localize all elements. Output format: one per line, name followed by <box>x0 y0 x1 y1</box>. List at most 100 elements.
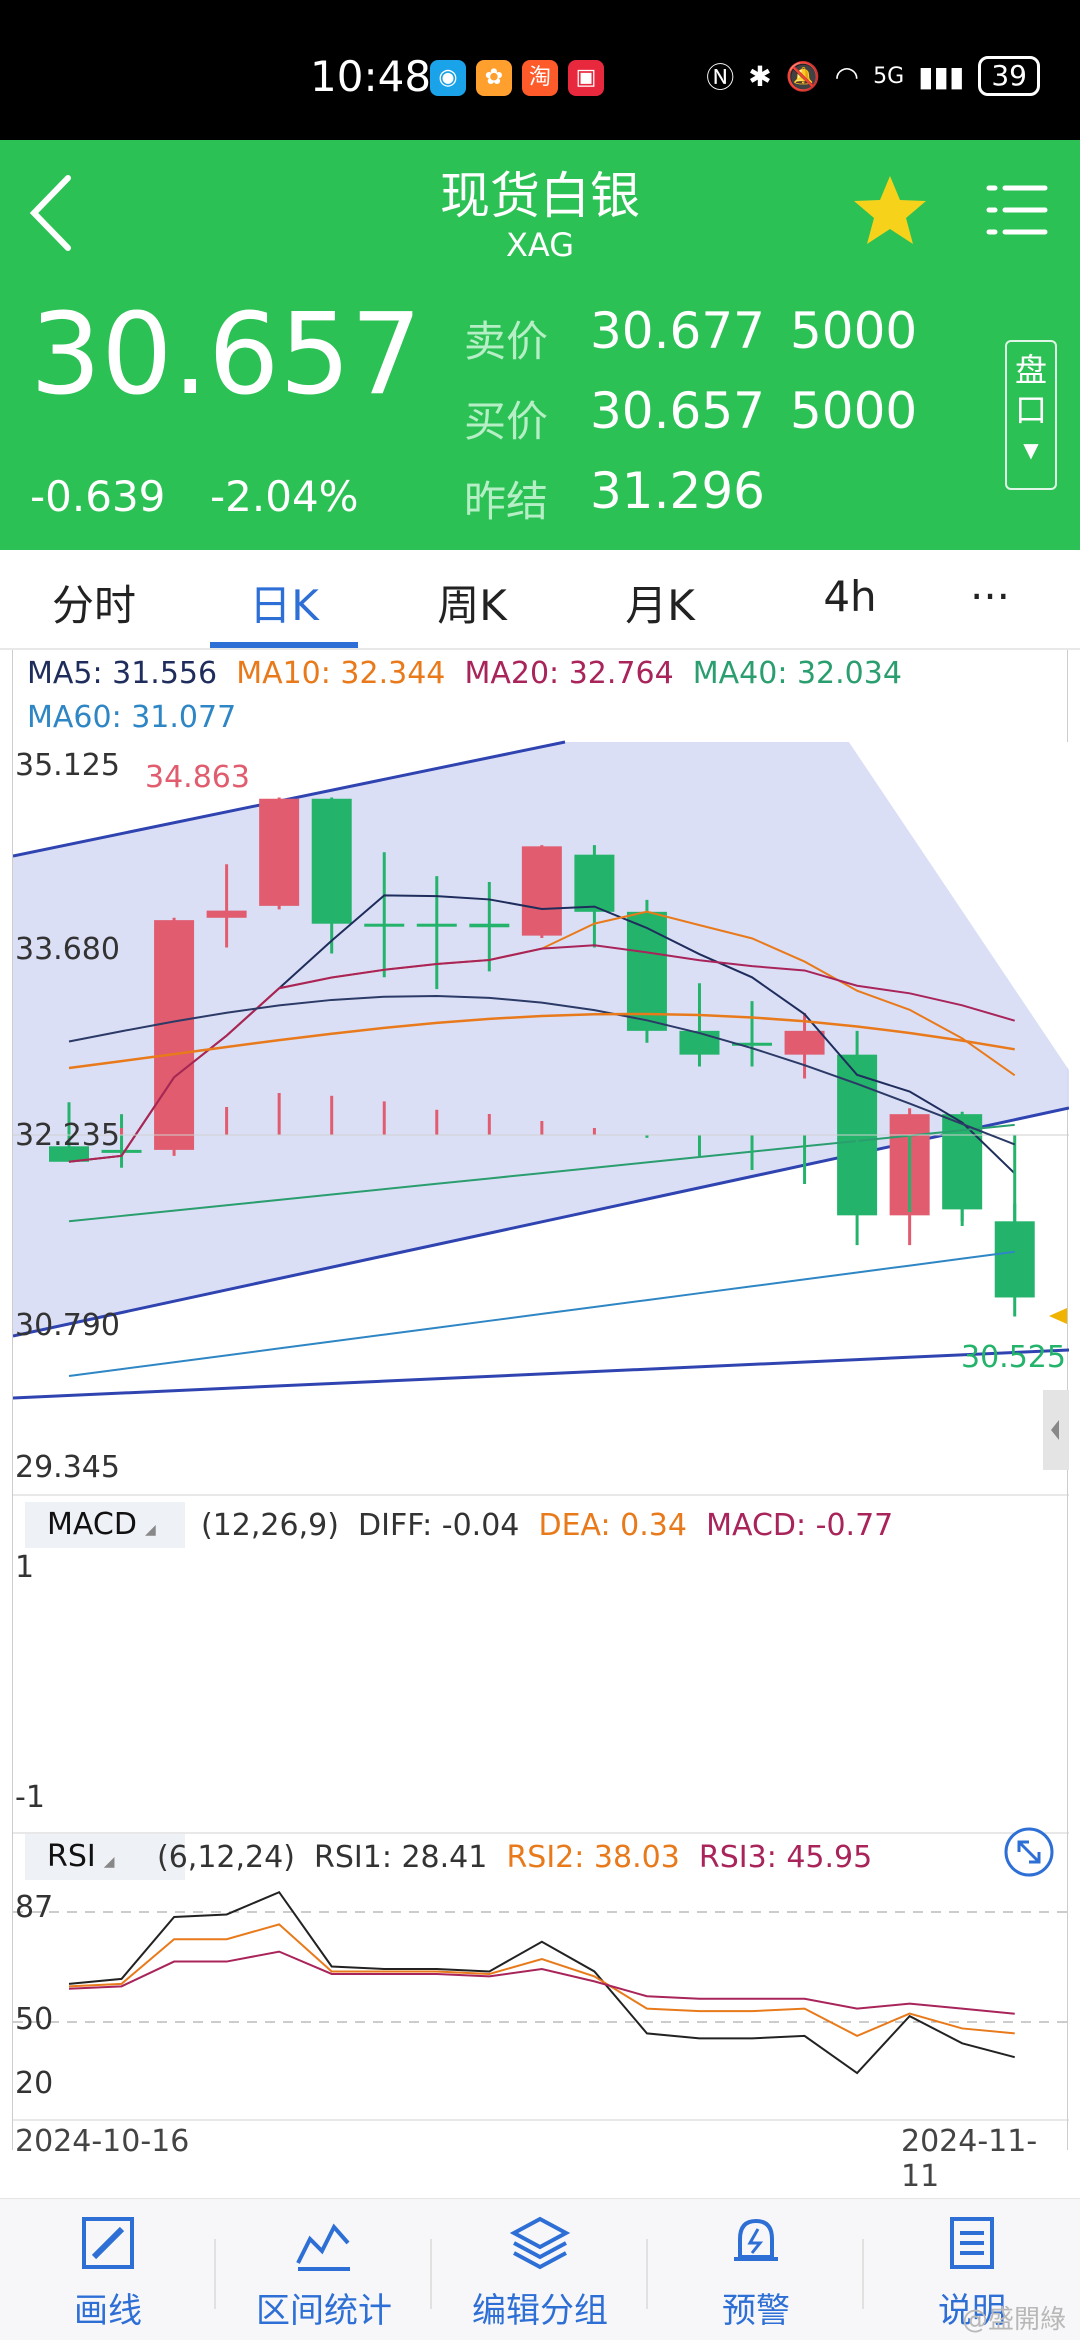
bluetooth-icon: ✱ <box>748 59 772 93</box>
macd-selector[interactable]: MACD ◢ <box>25 1502 185 1548</box>
instrument-symbol: XAG <box>505 226 575 264</box>
macd-params-row: (12,26,9) DIFF: -0.04 DEA: 0.34 MACD: -0… <box>201 1508 893 1543</box>
draw-line-label: 画线 <box>74 2291 142 2331</box>
tab-intraday[interactable]: 分时 <box>51 581 136 630</box>
chart-area[interactable]: MA5: 31.556 MA10: 32.344 MA20: 32.764 MA… <box>12 650 1069 2194</box>
last-price-marker-icon <box>1049 1308 1067 1324</box>
axis-label-high: 35.125 <box>15 748 120 783</box>
rsi2-line <box>68 1923 1015 2037</box>
rsi-selector[interactable]: RSI ◢ <box>25 1834 185 1880</box>
axis-label-4: 30.790 <box>15 1308 120 1343</box>
price-change-percent: -2.04% <box>210 472 359 521</box>
candle-body <box>626 911 667 1031</box>
candle-body <box>679 1030 720 1055</box>
macd-value: MACD: -0.77 <box>706 1508 894 1543</box>
candle-body <box>206 910 247 918</box>
mute-icon: 🔕 <box>785 59 821 93</box>
ma-legend-row-1: MA5: 31.556 MA10: 32.344 MA20: 32.764 MA… <box>27 656 902 691</box>
bell-icon <box>734 2218 778 2261</box>
macd-diff-line <box>68 994 1016 1146</box>
ma-legend-row-2: MA60: 31.077 <box>27 700 236 735</box>
draw-line-button[interactable]: 画线 <box>8 2213 208 2332</box>
chevron-left-icon <box>1051 1420 1059 1440</box>
status-right: Ⓝ ✱ 🔕 ◠ 5G ▮▮▮ 39 <box>706 56 1040 96</box>
kline-chart[interactable] <box>13 650 1069 2150</box>
taobao-icon: 淘 <box>522 60 558 96</box>
tab-weekly-k[interactable]: 周K <box>437 581 507 630</box>
menu-icon[interactable] <box>985 180 1049 240</box>
buy-quantity: 5000 <box>790 382 918 440</box>
rsi-params: (6,12,24) <box>157 1840 295 1875</box>
period-tabs: 分时 日K 周K 月K 4h ··· <box>0 550 1080 650</box>
prev-close-label: 昨结 <box>464 477 549 526</box>
status-bar: 10:48 ◉ ✿ 淘 ▣ Ⓝ ✱ 🔕 ◠ 5G ▮▮▮ 39 <box>0 0 1080 140</box>
ma40-value: MA40: 32.034 <box>692 656 902 691</box>
rsi-label: RSI <box>47 1839 96 1874</box>
layers-icon <box>510 2216 570 2270</box>
rsi1-line <box>68 1890 1015 2075</box>
status-app-icons: ◉ ✿ 淘 ▣ <box>430 60 604 96</box>
back-icon[interactable] <box>24 168 84 258</box>
date-start: 2024-10-16 <box>15 2124 190 2159</box>
bottom-toolbar: 画线 区间统计 编辑分组 预警 <box>0 2198 1080 2340</box>
active-tab-indicator <box>210 642 358 648</box>
info-button[interactable]: 说明 <box>872 2213 1072 2332</box>
tab-monthly-k[interactable]: 月K <box>625 581 695 630</box>
ma60-value: MA60: 31.077 <box>27 700 237 735</box>
candle-body <box>784 1030 825 1055</box>
rsi-level-20: 20 <box>15 2066 54 2101</box>
edit-group-label: 编辑分组 <box>472 2291 608 2331</box>
chevron-down-icon: ▼ <box>1023 438 1039 462</box>
candle-body <box>311 798 352 924</box>
quote-header: 现货白银 XAG 30.657 -0.639 -2.04% 卖价 30.677 … <box>0 140 1080 550</box>
macd-dea-line <box>68 1012 1015 1070</box>
support-line <box>13 1348 1069 1400</box>
pencil-icon <box>82 2217 134 2269</box>
date-end: 2024-11-11 <box>901 2124 1038 2194</box>
tab-4h[interactable]: 4h <box>823 572 877 621</box>
alert-button[interactable]: 预警 <box>656 2213 856 2332</box>
rsi3-line <box>68 1950 1015 2015</box>
battery-icon: 39 <box>978 56 1040 96</box>
candle-body <box>364 923 405 927</box>
sell-price: 30.677 <box>590 302 765 360</box>
axis-label-3: 32.235 <box>15 1118 120 1153</box>
price-change: -0.639 <box>30 472 166 521</box>
macd-diff: DIFF: -0.04 <box>358 1508 520 1543</box>
macd-dea: DEA: 0.34 <box>538 1508 687 1543</box>
range-stats-button[interactable]: 区间统计 <box>224 2213 424 2332</box>
rsi3-value: RSI3: 45.95 <box>698 1840 873 1875</box>
sell-label: 卖价 <box>464 317 549 366</box>
high-marker: 34.863 <box>145 760 250 795</box>
buy-label: 买价 <box>464 397 549 446</box>
edit-group-button[interactable]: 编辑分组 <box>440 2213 640 2332</box>
network-type: 5G <box>873 63 905 89</box>
instrument-title: 现货白银 <box>440 167 640 225</box>
chart-stats-icon <box>296 2223 350 2271</box>
info-label: 说明 <box>938 2291 1006 2331</box>
rsi-chart <box>68 1890 1015 2075</box>
ma5-value: MA5: 31.556 <box>27 656 218 691</box>
candle-body <box>259 798 300 906</box>
candle-body <box>732 1042 773 1046</box>
macd-axis-bottom: -1 <box>15 1780 45 1815</box>
more-tabs-icon[interactable]: ··· <box>969 572 1011 621</box>
favorite-star-icon[interactable] <box>850 170 930 250</box>
channel-mask <box>849 742 1069 1070</box>
pankou-label-1: 盘 <box>1014 351 1047 389</box>
nfc-icon: Ⓝ <box>706 61 735 94</box>
candle-body <box>574 854 615 912</box>
alert-label: 预警 <box>722 2291 790 2331</box>
tab-daily-k[interactable]: 日K <box>249 581 319 630</box>
axis-label-2: 33.680 <box>15 932 120 967</box>
range-stats-label: 区间统计 <box>256 2291 392 2331</box>
app-notification-icon: ▣ <box>568 60 604 96</box>
expand-icon[interactable] <box>1003 1826 1055 1878</box>
candle-body <box>49 1146 89 1162</box>
order-book-toggle[interactable]: 盘 口 ▼ <box>1005 340 1057 490</box>
rsi-level-50: 50 <box>15 2002 54 2037</box>
candle-body <box>154 920 195 1150</box>
macd-label: MACD <box>47 1507 137 1542</box>
candle-body <box>469 923 510 928</box>
macd-params: (12,26,9) <box>201 1508 339 1543</box>
